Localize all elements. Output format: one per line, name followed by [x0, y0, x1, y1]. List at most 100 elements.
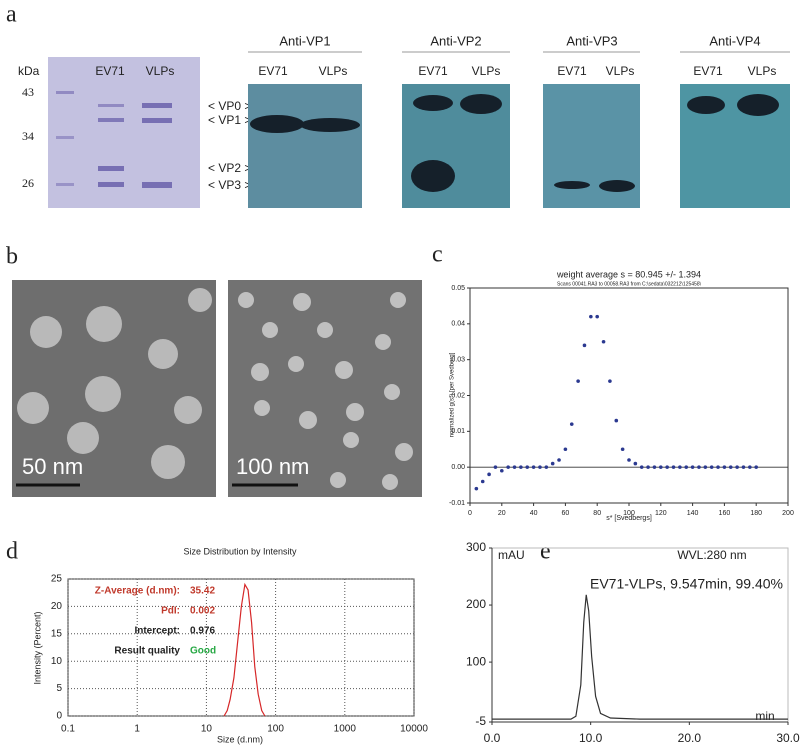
annotation-value: 0.002: [190, 606, 215, 617]
x-tick-label: 20.0: [678, 731, 702, 745]
x-tick-label: 140: [687, 510, 699, 517]
chart-subtitle: Scans 00041.RA3 to 00058.RA3 from C:\sed…: [557, 281, 702, 287]
y-tick-label: 300: [466, 540, 486, 554]
annotation-label: Z-Average (d.nm):: [95, 586, 180, 597]
blot-image: [248, 84, 362, 208]
data-point: [531, 465, 536, 469]
lane-label: EV71: [557, 64, 587, 78]
data-point: [709, 465, 714, 469]
lane-label: EV71: [258, 64, 288, 78]
data-point: [646, 465, 650, 469]
x-tick-label: 80: [593, 510, 601, 517]
data-point: [697, 465, 701, 469]
x-tick-label: 0.1: [61, 724, 75, 735]
y-tick-label: 0.04: [451, 321, 465, 328]
data-point: [665, 465, 669, 469]
chart-title: Size Distribution by Intensity: [183, 546, 297, 556]
y-tick-label: 200: [466, 597, 486, 611]
y-axis-label: normalized g(s*) [per Svedberg]: [450, 352, 456, 437]
y-tick-label: 15: [51, 628, 63, 639]
x-tick-label: 10: [201, 724, 213, 735]
data-point: [614, 418, 619, 423]
x-tick-label: 0.0: [484, 731, 501, 745]
data-point: [569, 422, 574, 426]
chart-subtitle: WVL:280 nm: [677, 548, 746, 562]
blot-band: [413, 95, 453, 111]
band-label: < VP3 >: [208, 178, 251, 192]
data-point: [544, 465, 549, 469]
annotation-value: Good: [190, 646, 216, 657]
x-tick-label: 100: [267, 724, 284, 735]
x-tick-label: 160: [719, 510, 731, 517]
blot-band: [250, 115, 304, 133]
data-point: [678, 465, 682, 469]
x-tick-label: 120: [655, 510, 667, 517]
data-point: [563, 447, 568, 452]
blot-band: [599, 180, 635, 192]
data-point: [595, 314, 599, 319]
x-tick-label: 10000: [400, 724, 428, 735]
blot-band: [300, 118, 360, 132]
data-point: [684, 465, 689, 469]
x-tick-label: 40: [530, 510, 538, 517]
data-point: [576, 379, 580, 383]
data-point: [748, 465, 752, 469]
data-point: [627, 458, 631, 462]
band-label: < VP1 >: [208, 113, 251, 127]
x-tick-label: 0: [468, 510, 472, 517]
blot-title: Anti-VP2: [430, 33, 481, 48]
plot-frame: [469, 287, 789, 504]
plot-frame: [67, 578, 415, 717]
data-point: [601, 339, 606, 344]
x-tick-label: 30.0: [776, 731, 800, 745]
band-label: < VP0 >: [208, 99, 251, 113]
sds-gel: kDa 43 34 26 EV71 VLPs < VP0 > < VP1 > <…: [18, 57, 251, 208]
y-tick-label: 0: [56, 711, 62, 722]
data-point: [487, 472, 491, 477]
data-point: [620, 447, 625, 452]
data-point: [480, 479, 485, 484]
y-tick-label: 5: [56, 683, 62, 694]
data-point: [525, 465, 530, 469]
y-tick-label: 0.00: [451, 464, 465, 471]
lane-label: VLPs: [606, 64, 635, 78]
data-point: [652, 465, 657, 469]
particles: [17, 288, 212, 479]
panel-label: b: [6, 244, 18, 270]
y-tick-label: 0.02: [451, 392, 465, 399]
x-axis-label: s* [Svedbergs]: [606, 515, 652, 522]
x-tick-label: 200: [782, 510, 794, 517]
y-axis-label: Intensity (Percent): [32, 611, 42, 684]
y-axis-label: mAU: [498, 548, 525, 562]
x-tick-label: 1: [134, 724, 140, 735]
x-tick-label: 60: [562, 510, 570, 517]
lane-label: EV71: [95, 64, 125, 78]
data-point: [550, 461, 555, 466]
x-axis-label: Size (d.nm): [217, 734, 263, 744]
data-point: [659, 465, 663, 469]
lane-label: EV71: [418, 64, 448, 78]
marker-label: 26: [22, 176, 34, 190]
panel-label: c: [432, 242, 443, 268]
blot-title: Anti-VP1: [279, 33, 330, 48]
panel-label: a: [6, 2, 17, 28]
data-line: [223, 582, 266, 717]
y-tick-label: 10: [51, 656, 63, 667]
plot-frame: [491, 547, 789, 723]
annotation-label: PdI:: [161, 606, 180, 617]
y-tick-label: 25: [51, 574, 63, 585]
data-point: [589, 314, 593, 319]
data-point: [512, 465, 517, 469]
data-point: [754, 465, 758, 469]
marker-label: 43: [22, 85, 34, 99]
data-point: [538, 465, 542, 469]
blot-title: Anti-VP3: [566, 33, 617, 48]
lane-label: VLPs: [146, 64, 175, 78]
chart-title: weight average s = 80.945 +/- 1.394: [556, 269, 701, 279]
panel-label: e: [540, 539, 551, 565]
em-images: 50 nm 100 nm: [12, 280, 422, 497]
data-point: [728, 465, 733, 469]
y-tick-label: 100: [466, 654, 486, 668]
data-point: [493, 465, 498, 469]
